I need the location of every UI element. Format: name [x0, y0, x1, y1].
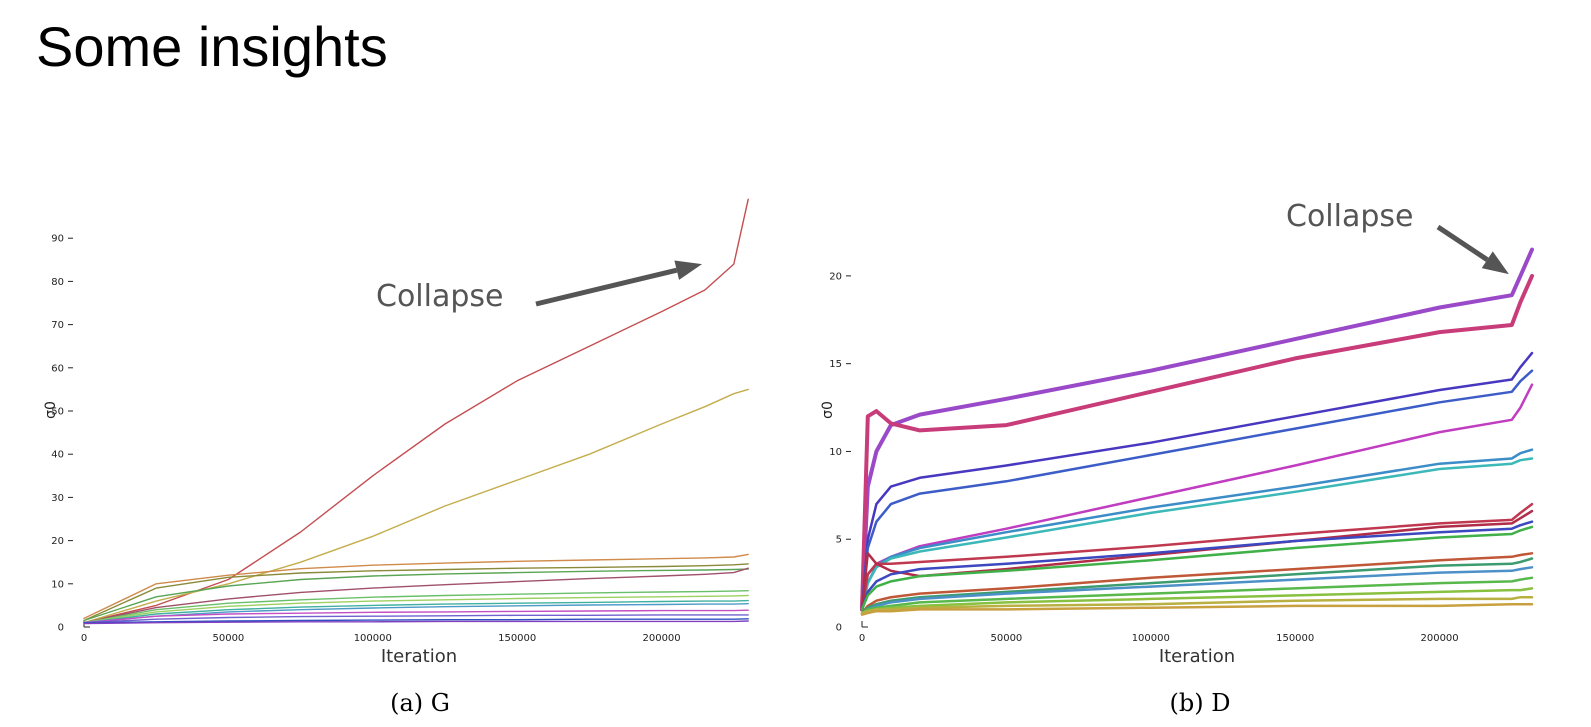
chart-d-group: 0 5 10 15 20 0 50000 100000 150000 200000 Iteratio… — [820, 199, 1534, 717]
series-line — [860, 520, 1534, 611]
series-line — [83, 553, 749, 620]
y-tick-label: 5 — [836, 535, 842, 546]
y-tick-label: 90 — [51, 234, 64, 245]
series-line — [83, 618, 749, 624]
series-line — [83, 388, 749, 624]
series-line — [83, 603, 749, 624]
series-line — [860, 602, 1534, 616]
collapse-arrow-shaft — [1436, 224, 1489, 262]
series-line — [83, 568, 749, 622]
x-tick-label: 0 — [81, 633, 87, 644]
collapse-arrow-head — [1481, 251, 1509, 275]
y-tick-label: 50 — [51, 407, 64, 418]
x-tick-label: 150000 — [498, 633, 536, 644]
collapse-annotation: Collapse — [1286, 199, 1414, 234]
collapse-arrow-head — [674, 260, 703, 280]
series-line — [860, 566, 1534, 615]
y-tick-label: 80 — [51, 277, 64, 288]
series-line — [83, 620, 749, 625]
series-line — [83, 590, 749, 624]
chart-caption: (b) D — [1170, 689, 1231, 717]
x-tick-label: 200000 — [642, 633, 680, 644]
series-line — [83, 198, 749, 624]
y-tick-label: 0 — [58, 623, 64, 634]
chart-caption: (a) G — [390, 689, 450, 717]
series-line — [83, 567, 749, 624]
y-axis-label: σ0 — [43, 401, 59, 419]
series-line — [860, 351, 1534, 611]
y-tick-label: 20 — [51, 536, 64, 547]
x-tick-label: 50000 — [990, 633, 1022, 644]
y-axis-label: σ0 — [820, 401, 836, 419]
series-line — [860, 595, 1534, 615]
x-axis-label: Iteration — [1159, 646, 1235, 667]
x-tick-label: 0 — [859, 633, 865, 644]
y-tick-label: 60 — [51, 363, 64, 374]
series-line — [860, 247, 1534, 612]
series-line — [860, 369, 1534, 611]
collapse-arrow-shaft — [535, 267, 678, 307]
x-tick-label: 150000 — [1276, 633, 1314, 644]
series-line — [860, 525, 1534, 611]
x-tick-label: 100000 — [1132, 633, 1170, 644]
series-line — [860, 457, 1534, 611]
x-axis-label: Iteration — [381, 646, 457, 667]
y-tick-label: 10 — [829, 447, 842, 458]
series-line — [83, 599, 749, 624]
y-tick-label: 30 — [51, 493, 64, 504]
y-tick-label: 15 — [829, 359, 842, 370]
x-tick-label: 200000 — [1420, 633, 1458, 644]
series-line — [83, 609, 749, 624]
chart-g-group: 0 10 20 30 40 50 60 70 80 90 0 50000 100000 150000 200… — [43, 198, 749, 717]
series-line — [860, 502, 1534, 611]
series-line — [860, 576, 1534, 615]
y-tick-label: 10 — [51, 579, 64, 590]
series-line — [83, 594, 749, 624]
series-line — [860, 552, 1534, 615]
series-line — [860, 273, 1534, 612]
y-tick-label: 0 — [836, 623, 842, 634]
y-tick-label: 20 — [829, 271, 842, 282]
series-line — [83, 563, 749, 622]
y-tick-label: 40 — [51, 450, 64, 461]
x-tick-label: 100000 — [354, 633, 392, 644]
series-line — [83, 614, 749, 624]
slide-title: Some insights — [36, 15, 388, 78]
series-line — [860, 509, 1534, 611]
y-tick-label: 70 — [51, 320, 64, 331]
series-line — [860, 557, 1534, 615]
x-tick-label: 50000 — [212, 633, 244, 644]
collapse-annotation: Collapse — [376, 279, 504, 314]
